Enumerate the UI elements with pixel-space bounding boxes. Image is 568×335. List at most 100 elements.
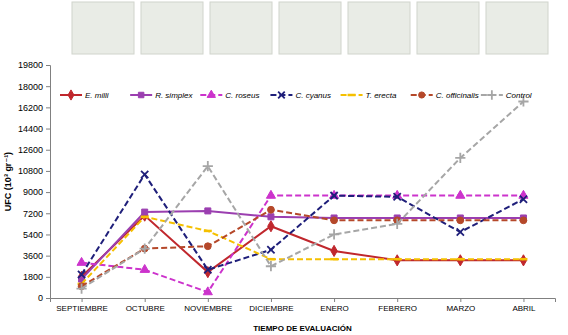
data-point [204,266,211,273]
data-point [140,264,149,272]
data-point [268,206,275,213]
chart: 0 1800 3600 5400 7200 9000 10800 12600 14400 1620… [0,0,568,335]
photo-placeholder [486,2,548,54]
data-point [141,216,149,219]
data-point [141,210,147,221]
data-point [268,214,274,220]
legend-marker [207,90,215,97]
x-tick-label: NOVIEMBRE [184,304,232,313]
data-point [78,271,85,278]
x-tick-mark [460,298,461,302]
y-tick: 3600 [23,251,50,261]
data-point [267,246,274,253]
legend-marker [68,90,74,100]
x-tick-label: DICIEMBRE [249,304,293,313]
legend-marker [487,90,496,99]
x-tick-mark [271,298,272,302]
legend-label: T. erecta [366,91,397,100]
data-point [394,255,400,266]
y-tick-label: 1800 [23,272,43,282]
legend-item: E. milli [60,90,109,100]
data-point [77,257,86,265]
legend-item: T. erecta [341,91,397,100]
data-point [520,217,527,224]
y-tick-label: 3600 [23,251,43,261]
data-point [268,221,274,232]
x-tick: ENERO [320,298,348,313]
x-tick: OCTUBRE [126,298,165,313]
series-line [82,217,524,284]
y-tick-mark [46,192,50,193]
x-axis: SEPTIEMBRE OCTUBRE NOVIEMBRE DICIEMBRE ENERO… [51,298,556,313]
y-tick: 9000 [23,187,50,197]
data-point [330,192,337,199]
y-tick: 19800 [18,60,50,70]
data-point [392,219,402,229]
x-tick-label: SEPTIEMBRE [56,304,108,313]
y-tick-label: 10800 [18,166,43,176]
data-point [204,230,212,233]
data-point [393,258,401,261]
x-tick-mark [334,298,335,302]
y-tick: 1800 [23,272,50,282]
data-point [140,243,150,253]
legend-marker [138,92,143,97]
data-point [455,153,465,163]
y-tick-label: 7200 [23,209,43,219]
x-tick: NOVIEMBRE [184,298,232,313]
data-point [203,161,213,171]
y-tick-mark [46,213,50,214]
photo-placeholder [210,2,272,54]
photo-placeholder [72,2,134,54]
x-tick-label: FEBRERO [378,304,417,313]
data-point [203,287,212,295]
photo-placeholder [417,2,479,54]
plot-area [76,96,528,294]
photo-placeholder [279,2,341,54]
y-tick: 7200 [23,209,50,219]
data-point [205,267,211,278]
legend-marker [419,92,425,98]
x-tick-mark [82,298,83,302]
y-tick: 14400 [18,124,50,134]
y-tick: 5400 [23,230,50,240]
data-point [266,190,275,198]
x-tick-mark [523,298,524,302]
photo-placeholder [348,2,410,54]
y-tick-label: 16200 [18,103,43,113]
legend-item: C. roseus [200,90,259,100]
y-tick: 16200 [18,103,50,113]
y-tick-mark [46,298,50,299]
legend-marker [348,94,356,97]
legend: E. milli R. simplex C. roseus C. cyanus T. e… [60,90,532,100]
y-tick-label: 0 [38,293,43,303]
x-tick: DICIEMBRE [249,298,293,313]
y-tick: 10800 [18,166,50,176]
x-tick-label: MARZO [446,304,475,313]
data-point [520,196,527,203]
y-axis-line [46,66,51,299]
y-tick-mark [46,171,50,172]
legend-item: C. cyanus [270,91,331,100]
data-point [330,258,338,261]
x-tick-label: ABRIL [512,304,536,313]
x-tick: ABRIL [512,298,536,313]
y-tick-mark [46,129,50,130]
legend-label: R. simplex [155,91,193,100]
y-tick-label: 9000 [23,187,43,197]
legend-label: C. officinalis [436,91,479,100]
legend-label: C. roseus [225,91,259,100]
data-point [394,193,401,200]
legend-item: R. simplex [130,91,193,100]
y-tick-mark [46,150,50,151]
data-point [329,229,339,239]
legend-label: C. cyanus [295,91,331,100]
y-tick-label: 12600 [18,145,43,155]
x-tick-mark [145,298,146,302]
y-tick-mark [46,277,50,278]
x-tick-label: ENERO [320,304,348,313]
y-tick-mark [46,107,50,108]
data-point [76,283,86,293]
data-point [266,261,276,271]
x-tick: MARZO [446,298,475,313]
